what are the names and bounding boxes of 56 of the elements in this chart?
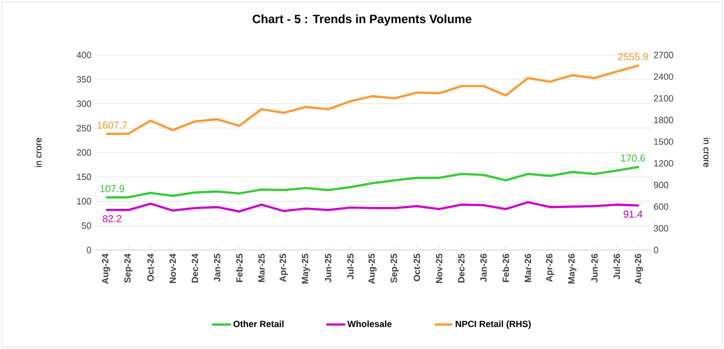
chart-title: Chart - 5 : Trends in Payments Volume: [252, 14, 472, 26]
data-label: 1607.7: [98, 122, 127, 129]
x-tick-label: Aug-26: [634, 254, 643, 284]
legend-label: NPCI Retail (RHS): [456, 320, 531, 329]
x-tick-label: Jun-26: [591, 254, 598, 282]
x-tick-label: May-26: [568, 254, 576, 284]
y2-tick-label: 2100: [654, 95, 674, 102]
x-tick-label: Apr-26: [546, 254, 554, 282]
y-tick-label: 250: [76, 124, 92, 132]
x-tick-label: Oct-25: [414, 254, 420, 282]
x-tick-label: Dec-25: [458, 254, 464, 282]
data-label: 2555.9: [618, 53, 648, 60]
y2-tick-label: 2400: [654, 73, 674, 80]
x-tick-label: Aug-25: [368, 254, 377, 284]
x-tick-label: Feb-25: [236, 254, 243, 282]
x-tick-label: Jul-25: [346, 254, 354, 280]
x-tick-label: Sep-24: [124, 254, 132, 283]
y-axis-title: in crore: [34, 138, 42, 167]
y-tick-label: 50: [82, 222, 92, 229]
x-tick-label: Mar-26: [524, 254, 532, 282]
legend-label: Other Retail: [233, 320, 284, 328]
x-tick-label: Jan-26: [480, 254, 487, 282]
y2-tick-label: 1200: [654, 160, 674, 167]
y2-tick-label: 2700: [654, 52, 674, 58]
data-label: 91.4: [624, 210, 642, 218]
y2-tick-label: 900: [654, 182, 668, 188]
y2-tick-label: 1800: [654, 116, 674, 124]
data-label: 170.6: [621, 154, 645, 162]
y2-tick-label: 1500: [654, 138, 674, 145]
x-tick-label: Aug-24: [102, 254, 110, 284]
x-tick-label: Jul-26: [613, 254, 620, 280]
y-tick-label: 350: [76, 76, 92, 83]
x-tick-label: Dec-24: [192, 254, 198, 282]
y2-tick-label: 0: [654, 246, 658, 254]
y-tick-label: 200: [76, 149, 92, 156]
x-tick-label: Nov-25: [436, 254, 442, 283]
y-tick-label: 150: [77, 174, 92, 180]
y-tick-label: 0: [86, 246, 92, 254]
y2-axis-title: in crore: [703, 138, 710, 168]
x-tick-label: May-25: [302, 254, 310, 284]
legend-label: Wholesale: [347, 320, 392, 328]
data-label: 107.9: [100, 185, 124, 192]
y-tick-label: 300: [76, 100, 92, 107]
x-tick-label: Jan-25: [214, 254, 220, 282]
x-tick-label: Feb-26: [502, 254, 510, 282]
x-tick-label: Jun-25: [324, 254, 332, 282]
x-tick-label: Sep-25: [390, 254, 399, 283]
x-tick-label: Nov-24: [170, 254, 176, 283]
y2-tick-label: 300: [654, 225, 668, 232]
x-tick-label: Oct-24: [147, 254, 154, 282]
y-tick-label: 400: [76, 52, 92, 58]
y2-tick-label: 600: [654, 203, 668, 210]
x-tick-label: Apr-25: [280, 254, 288, 282]
y-tick-label: 100: [77, 198, 92, 204]
data-label: 82.2: [102, 215, 122, 222]
x-tick-label: Mar-25: [258, 254, 265, 282]
